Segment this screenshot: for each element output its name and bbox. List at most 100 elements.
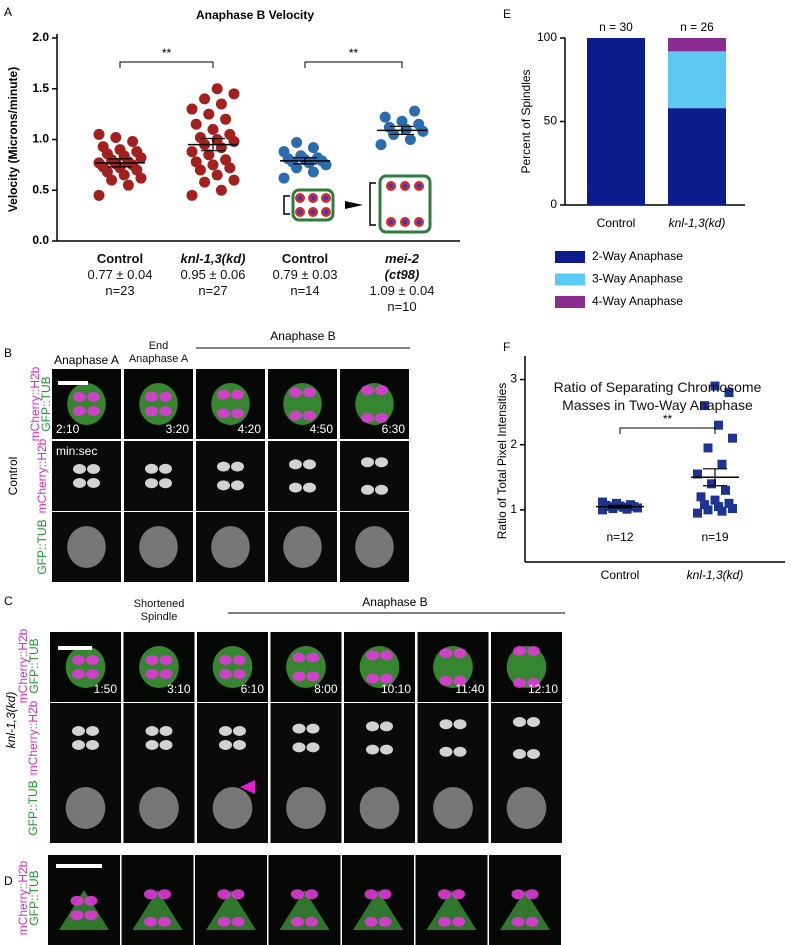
- chromosome: [291, 916, 304, 927]
- data-point: [114, 144, 126, 156]
- chromosome: [366, 721, 379, 732]
- data-point: [724, 498, 734, 508]
- chromosome: [145, 655, 159, 665]
- panel-label: B: [4, 346, 12, 360]
- data-point: [203, 108, 215, 120]
- chromosome: [72, 740, 85, 750]
- channel-label: mCherry::H2b: [16, 628, 30, 703]
- error-bar: [608, 504, 632, 509]
- channel-label: GFP::TUB: [27, 638, 41, 693]
- chromosome: [159, 669, 173, 679]
- category-label: Control: [281, 251, 329, 266]
- chromosome: [305, 889, 318, 900]
- chromosome: [217, 916, 231, 927]
- chromosome: [231, 389, 244, 400]
- chromosome: [219, 655, 232, 665]
- data-point: [186, 189, 198, 201]
- chromosome: [439, 746, 453, 757]
- schematic-kinetochore: [310, 209, 316, 215]
- schematic-kinetochore: [323, 209, 329, 215]
- chromosome: [375, 484, 388, 495]
- significance-bracket: [619, 427, 716, 434]
- data-point: [224, 162, 236, 174]
- chromosome: [378, 916, 392, 927]
- error-bar: [703, 468, 727, 487]
- chromosome: [511, 916, 525, 927]
- legend-label: 4-Way Anaphase: [592, 294, 683, 308]
- data-point: [186, 103, 198, 115]
- data-point: [220, 154, 232, 166]
- chromosome: [233, 740, 246, 750]
- spindle: [355, 383, 394, 425]
- y-tick-label: 2.0: [32, 30, 49, 44]
- time-unit: min:sec: [56, 444, 97, 458]
- data-point: [199, 176, 211, 188]
- micrograph: [270, 703, 342, 773]
- bar-segment: [668, 108, 726, 205]
- spindle: [139, 787, 179, 829]
- column-header: Anaphase B: [362, 595, 427, 609]
- chromosome: [159, 655, 173, 665]
- data-point: [700, 401, 709, 411]
- data-point: [375, 139, 387, 151]
- y-tick-label: 50: [544, 114, 558, 128]
- chart-title: Ratio of Separating Chromosome Masses in…: [553, 379, 762, 413]
- chromosome: [306, 742, 320, 753]
- y-tick-label: 0: [550, 197, 557, 211]
- chromosome: [84, 895, 98, 906]
- spindle: [67, 383, 106, 425]
- schematic-kinetochore: [388, 183, 394, 189]
- chromosome: [361, 412, 374, 423]
- spindle: [286, 787, 326, 829]
- error-bar-path: [390, 125, 414, 136]
- chromosome: [306, 671, 320, 682]
- data-point: [278, 146, 290, 158]
- schematic-kinetochore: [297, 209, 303, 215]
- data-point: [278, 172, 290, 184]
- data-point: [383, 121, 395, 133]
- category-block: Control 0.77 ± 0.04 n=23: [65, 251, 175, 299]
- chromosome: [438, 916, 451, 927]
- data-point: [228, 174, 240, 186]
- data-point: [199, 93, 211, 105]
- chromosome: [87, 392, 100, 402]
- channel-label: mCherry::H2b: [35, 438, 49, 513]
- chromosome: [159, 726, 173, 736]
- chromosome: [364, 889, 378, 900]
- chromosome: [289, 410, 302, 421]
- chromosome: [158, 916, 171, 927]
- data-point: [220, 113, 232, 125]
- data-point: [211, 169, 223, 181]
- chromosome: [292, 723, 306, 734]
- timestamp: 12:10: [528, 682, 558, 696]
- stats-label: 1.09 ± 0.04: [369, 283, 435, 298]
- micrograph: [268, 441, 337, 511]
- data-point: [717, 506, 727, 516]
- chromosome: [361, 457, 374, 468]
- chromosome: [306, 723, 320, 734]
- data-point: [194, 164, 206, 176]
- data-point: [122, 179, 134, 191]
- chromosome: [231, 916, 245, 927]
- panel-label: C: [4, 594, 13, 608]
- data-point: [224, 128, 236, 140]
- chromosome: [289, 459, 302, 470]
- data-point: [93, 128, 105, 140]
- chromosome: [452, 889, 465, 900]
- chromosome: [145, 406, 158, 417]
- schematic-arrow: [345, 201, 363, 209]
- data-point: [97, 141, 109, 153]
- error-bar: [201, 137, 225, 152]
- schematic-kinetochore: [310, 195, 316, 201]
- channel-label: GFP::TUB: [39, 376, 53, 431]
- chromosome: [86, 669, 99, 679]
- chromosome: [527, 749, 540, 759]
- micrograph: [491, 703, 562, 773]
- timestamp: 3:10: [167, 682, 191, 696]
- y-tick-label: 0.0: [32, 233, 49, 247]
- data-point: [291, 137, 303, 149]
- schematic-kinetochore: [297, 195, 303, 201]
- chromosome: [231, 480, 244, 491]
- chromosome: [159, 463, 172, 474]
- micrograph: [196, 441, 265, 511]
